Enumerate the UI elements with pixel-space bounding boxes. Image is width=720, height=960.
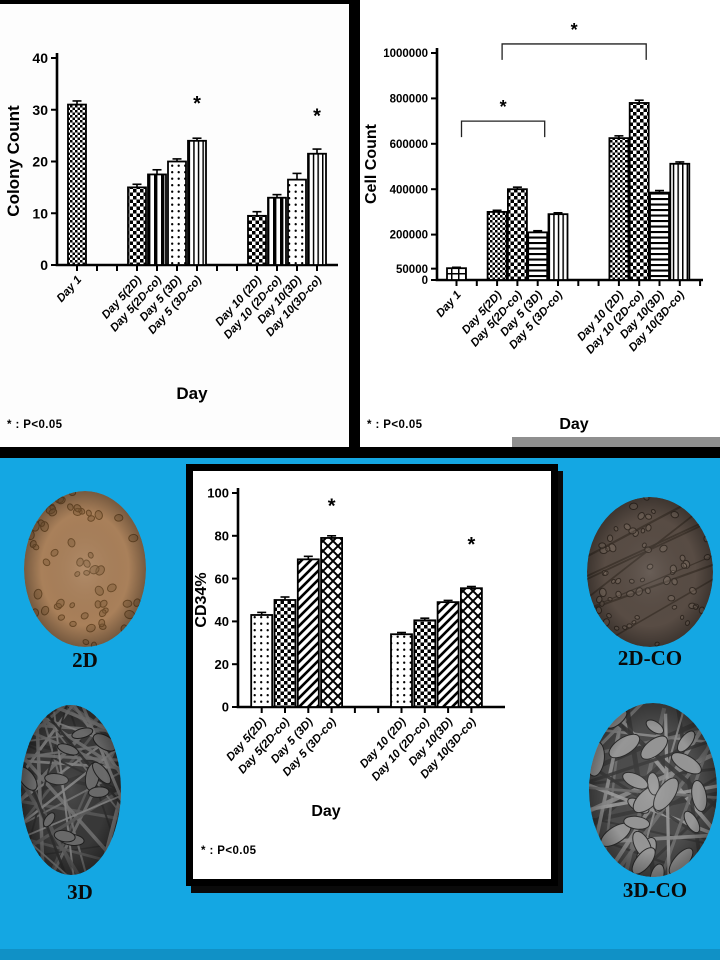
panel-divider (349, 0, 360, 447)
y-tick-label: 10 (32, 205, 48, 221)
y-tick-label: 800000 (390, 94, 428, 106)
x-axis-title: Day (559, 416, 588, 433)
3d-image-label: 3D (67, 880, 93, 904)
x-axis-title: Day (176, 384, 208, 403)
y-tick-label: 0 (422, 275, 428, 287)
significance-star: * (193, 93, 201, 115)
bottom-edge-shade (0, 949, 720, 960)
y-axis-title: Colony Count (4, 105, 23, 217)
x-category-label: Day 1 (434, 289, 463, 320)
y-tick-label: 20 (215, 657, 229, 672)
3d-scaffold-image (21, 705, 121, 875)
colony-count-panel: 0 10 20 30 40 Day 1 Day 5(2D) Day 5(2D-co) Day 5… (0, 0, 349, 447)
significance-star: * (313, 106, 321, 128)
significance-star: * (500, 97, 507, 117)
x-axis-title: Day (311, 803, 340, 820)
y-tick-label: 40 (32, 50, 48, 66)
cd34-panel: 0 20 40 60 80 100 Day 5(2D) Day 5(2D-co) Day 5 (… (186, 464, 558, 886)
2d-culture-image (24, 491, 146, 647)
bar (436, 601, 460, 708)
significance-star: * (328, 495, 336, 517)
section-separator (0, 447, 720, 458)
fig-3dco-texture (589, 703, 717, 877)
bar (413, 619, 437, 708)
2d-image-label: 2D (72, 648, 98, 672)
y-tick-label: 0 (40, 257, 48, 273)
comparison-bracket (501, 43, 647, 60)
fig-3d-texture (21, 705, 121, 875)
2d-co-culture-image (587, 497, 713, 647)
x-category-label: Day 1 (55, 274, 84, 305)
y-tick-label: 80 (215, 528, 229, 543)
y-tick-label: 40 (215, 614, 229, 629)
top-border (0, 0, 360, 4)
y-tick-label: 400000 (390, 184, 428, 196)
significance-star: * (571, 20, 578, 40)
y-tick-label: 60 (215, 571, 229, 586)
cell-significance-footnote: * : P<0.05 (367, 419, 423, 431)
significance-star: * (468, 534, 476, 556)
y-tick-label: 1000000 (383, 48, 428, 60)
cd34-significance-footnote: * : P<0.05 (201, 845, 257, 857)
fig-2dco-texture (587, 497, 713, 647)
fig-2d-texture (24, 491, 146, 647)
y-axis-title: Cell Count (363, 123, 380, 204)
y-axis-title: CD34% (193, 572, 210, 627)
y-tick-label: 100 (207, 486, 229, 501)
y-tick-label: 50000 (396, 264, 428, 276)
panel-drop-shadow (512, 437, 720, 448)
y-tick-label: 30 (32, 102, 48, 118)
y-tick-label: 600000 (390, 139, 428, 151)
y-tick-label: 200000 (390, 230, 428, 242)
2d-co-image-label: 2D-CO (617, 646, 683, 670)
y-tick-label: 20 (32, 154, 48, 170)
colony-significance-footnote: * : P<0.05 (7, 419, 63, 431)
y-tick-label: 0 (222, 700, 229, 715)
comparison-bracket (460, 120, 546, 138)
3d-co-scaffold-image (589, 703, 717, 877)
3d-co-image-label: 3D-CO (622, 878, 688, 902)
